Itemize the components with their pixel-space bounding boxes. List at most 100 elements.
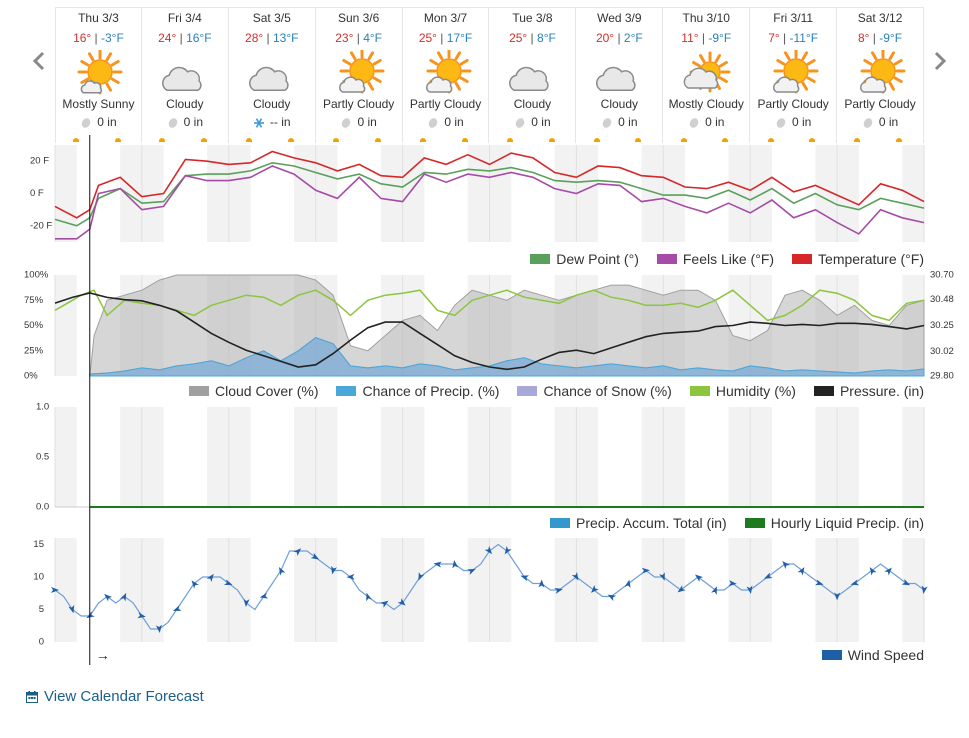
high-temp: 7° — [768, 31, 780, 45]
low-temp: -9°F — [879, 31, 903, 45]
legend-item[interactable]: Feels Like (°F) — [656, 251, 774, 267]
temp-separator: | — [353, 31, 364, 45]
legend-item[interactable]: Temperature (°F) — [792, 251, 924, 267]
day-label: Wed 3/9 — [597, 11, 642, 25]
legend-swatch — [550, 518, 571, 528]
night-band — [641, 538, 664, 642]
legend-item[interactable]: Chance of Snow (%) — [517, 383, 672, 399]
legend-swatch — [821, 650, 842, 660]
legend-swatch — [689, 386, 710, 396]
wind-direction-arrow — [279, 566, 286, 576]
sun-marker-icon — [419, 138, 426, 142]
legend-item[interactable]: Precip. Accum. Total (in) — [550, 515, 727, 531]
mostly-sunny-icon — [77, 50, 123, 95]
night-band — [315, 538, 338, 642]
night-band — [402, 145, 425, 242]
temp-separator: | — [869, 31, 880, 45]
legend-label: Temperature (°F) — [818, 251, 924, 267]
wind-direction-arrow — [172, 605, 182, 611]
wind-direction-arrow — [243, 598, 250, 607]
legend-item[interactable]: Chance of Precip. (%) — [336, 383, 499, 399]
wind-direction-arrow — [764, 572, 773, 579]
precip-amount: 0 in — [791, 115, 812, 129]
rain-drop-icon — [429, 118, 438, 128]
precip-amount: 0 in — [444, 115, 464, 129]
legend-swatch — [189, 386, 209, 396]
precip-amount: 0 in — [97, 115, 117, 129]
day-forecast: Fri 3/11 7° | -11°F Partly Cloudy 0 in — [750, 8, 838, 143]
sun-marker-icon — [115, 138, 122, 142]
night-band — [576, 407, 599, 507]
night-band — [815, 145, 838, 242]
high-temp: 16° — [73, 31, 92, 45]
precip-amount: 0 in — [183, 115, 204, 129]
night-band — [837, 407, 859, 507]
previous-days-button[interactable] — [28, 48, 50, 74]
legend-item[interactable]: Humidity (%) — [689, 383, 796, 399]
night-band — [228, 407, 251, 507]
high-temp: 25° — [418, 31, 437, 45]
snowflake-icon — [253, 118, 264, 128]
day-forecast: Fri 3/4 24° | 16°F Cloudy 0 in — [142, 8, 229, 143]
view-calendar-forecast-link[interactable]: View Calendar Forecast — [26, 688, 204, 705]
day-label: Thu 3/3 — [78, 11, 119, 25]
wind-direction-arrow — [746, 585, 753, 594]
night-band — [55, 145, 77, 242]
sun-marker-icon — [854, 138, 861, 142]
night-band — [228, 145, 251, 242]
temp-separator: | — [91, 31, 102, 45]
legend-label: Cloud Cover (%) — [215, 383, 319, 399]
wind-direction-arrow — [137, 612, 146, 619]
rain-drop-icon — [81, 118, 91, 128]
cloudy-icon — [248, 66, 289, 91]
legend-item[interactable]: Dew Point (°) — [530, 251, 639, 267]
night-band — [380, 538, 403, 642]
night-band — [728, 538, 751, 642]
day-label: Tue 3/8 — [512, 11, 553, 25]
day-condition: Mostly Sunny — [62, 97, 135, 111]
next-days-button[interactable] — [929, 48, 951, 74]
legend-item[interactable]: Cloud Cover (%) — [189, 383, 318, 399]
current-time-marker — [89, 135, 91, 665]
cloudy-icon — [596, 66, 636, 91]
legend-swatch — [744, 518, 765, 528]
y-tick-label: 0 F — [30, 188, 44, 199]
legend-item[interactable]: Wind Speed — [821, 647, 924, 663]
legend-item[interactable]: Pressure. (in) — [813, 383, 924, 399]
legend-swatch — [792, 254, 813, 264]
high-temp: 11° — [681, 31, 699, 45]
day-condition: Partly Cloudy — [757, 97, 829, 111]
night-band — [141, 145, 164, 242]
wind-direction-arrow — [782, 561, 790, 569]
night-band — [750, 407, 772, 507]
y-tick-label: 10 — [33, 572, 44, 583]
wind-direction-arrow — [901, 579, 911, 586]
sun-marker-icon — [461, 138, 468, 142]
legend-item[interactable]: Hourly Liquid Precip. (in) — [744, 515, 924, 531]
day-temps: 20° | 2°F — [576, 31, 662, 45]
wind-direction-arrow — [418, 572, 425, 581]
day-temps: 23° | 4°F — [316, 31, 402, 45]
legend-swatch — [336, 386, 357, 396]
day-precip: 0 in — [837, 115, 923, 129]
day-precip: 0 in — [576, 115, 662, 129]
current-wind-direction: → — [95, 647, 110, 663]
day-precip: 0 in — [750, 115, 836, 129]
rain-drop-icon — [776, 118, 786, 128]
chevron-left-icon — [32, 51, 45, 71]
low-temp: -11°F — [789, 31, 819, 45]
cloudy-icon — [509, 66, 550, 91]
rain-drop-icon — [863, 118, 873, 128]
y-tick-label-left: 75% — [24, 295, 44, 306]
night-band — [815, 538, 838, 642]
wind-direction-arrow — [397, 598, 406, 606]
day-condition: Mostly Cloudy — [668, 97, 744, 111]
night-band — [293, 538, 316, 642]
day-temps: 24° | 16°F — [142, 31, 228, 45]
low-temp: -9°F — [708, 31, 732, 45]
day-temps: 16° | -3°F — [56, 31, 141, 45]
high-temp: 24° — [158, 31, 177, 45]
temp-separator: | — [176, 31, 187, 45]
day-forecast: Sat 3/12 8° | -9°F Partly Cloudy 0 in — [837, 8, 924, 143]
night-band — [641, 407, 664, 507]
